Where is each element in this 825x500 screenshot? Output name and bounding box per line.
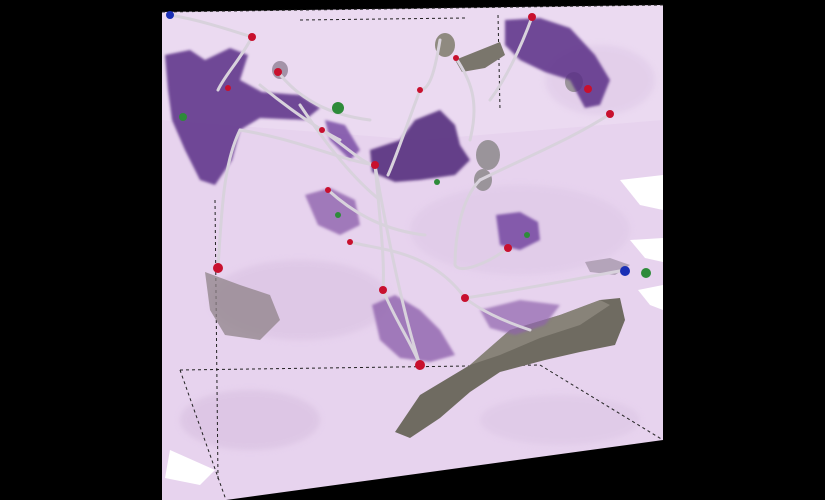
purple-mass-center xyxy=(370,110,470,182)
gray-patch-top xyxy=(455,42,505,72)
gray-patch-left xyxy=(205,272,280,340)
gray-structures xyxy=(205,33,630,438)
connecting-tubes xyxy=(168,13,627,367)
purple-mass-lowright xyxy=(480,300,560,335)
edge-gaps xyxy=(165,175,663,485)
purple-strand-1 xyxy=(325,120,360,160)
purple-mass-left xyxy=(165,48,320,185)
gray-blob-2 xyxy=(476,140,500,170)
nodes-red xyxy=(213,13,614,370)
gray-bone-large xyxy=(395,298,625,438)
purple-mass-right xyxy=(496,212,540,250)
purple-mass-topright xyxy=(505,18,610,108)
gray-bone-highlight xyxy=(470,300,610,365)
purple-mass-mid xyxy=(305,188,360,235)
nodes-blue xyxy=(166,11,630,276)
nodes-green xyxy=(179,102,651,278)
